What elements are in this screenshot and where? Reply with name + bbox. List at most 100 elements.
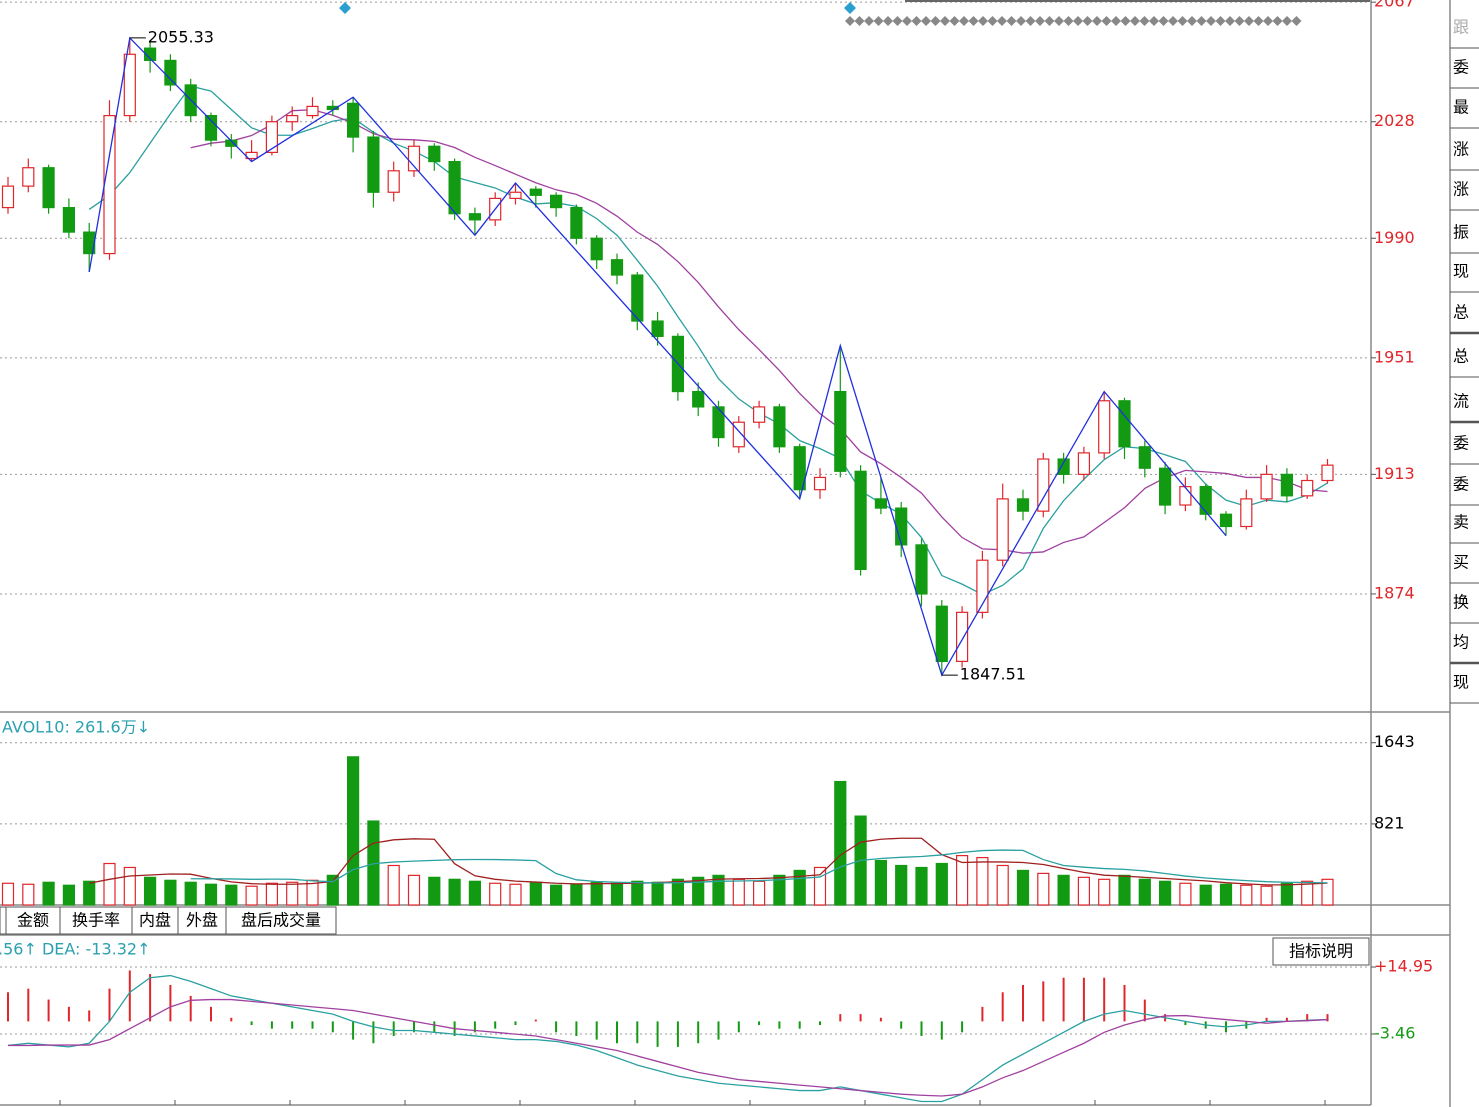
side-label: 卖 [1453,513,1469,532]
diamond [1054,16,1064,26]
diamond [997,16,1007,26]
y-tick-label: 1913 [1374,464,1415,483]
volume-bar [326,874,339,906]
volume-bar [103,862,116,906]
candle-body [1057,458,1070,475]
candle-body [692,390,705,408]
candle-body [793,446,806,491]
y-tick-label: +14.95 [1374,956,1433,975]
extreme-label: 1847.51 [960,665,1026,684]
tab-label[interactable]: 换手率 [72,911,120,930]
volume-bar [773,874,786,906]
volume-bar [1260,885,1273,906]
volume-bar [671,878,685,906]
volume-bar [813,866,827,906]
y-tick-label: 821 [1374,813,1405,832]
diamond [1149,16,1159,26]
candle-body [428,145,441,163]
candle-body [144,47,157,62]
tab[interactable] [5,906,61,935]
diamond [1120,16,1131,26]
diamond [1073,16,1083,26]
candle-body [1260,473,1273,500]
ma-line [190,109,1328,554]
y-tick-label: 2067 [1374,0,1415,11]
tab[interactable] [0,906,7,935]
tab[interactable] [131,906,179,935]
indicator-help-text[interactable]: 指标说明 [1289,942,1353,961]
tab-label[interactable]: 盘后成交量 [241,911,321,930]
side-label: 委 [1453,434,1469,453]
candle-body [1,185,15,209]
volume-bar [286,881,299,906]
candle-body [22,167,35,187]
volume-bar [752,880,766,906]
volume-bar [996,864,1009,906]
diamond [1177,16,1188,26]
volume-bar [1219,883,1233,906]
volume-bar [793,869,806,906]
volume-bar [509,883,522,906]
volume-bar [245,885,258,906]
volume-bar [42,881,55,906]
tab[interactable] [177,906,227,935]
candle-body [1158,467,1172,506]
volume-label: AVOL10: 261.6万↓ [2,718,150,737]
candle-body [1138,446,1151,469]
volume-bar [22,883,35,906]
volume-bar [1077,876,1091,906]
diamond [892,16,903,26]
volume-bar [62,884,76,906]
volume-bar [976,856,989,906]
volume-bar [549,884,563,906]
tab-label[interactable]: 内盘 [139,911,171,930]
side-label: 最 [1453,98,1469,117]
diamond [1139,16,1150,26]
side-label: 涨 [1453,180,1469,199]
candle-body [895,507,908,546]
dif-line [7,974,1328,1103]
volume-bar [651,881,664,906]
volume-bar [1240,884,1253,906]
macd-label: .56↑ DEA: -13.32↑ [0,940,151,959]
diamond [1082,16,1093,26]
volume-bar [834,780,847,906]
volume-bar [874,859,888,906]
candle-body [935,605,948,663]
candle-body [1240,498,1253,528]
volume-bar [732,878,745,906]
diamond [968,16,979,26]
diamond [845,16,855,26]
side-label: 现 [1453,262,1469,281]
candle-body [265,121,278,153]
side-label: 委 [1453,58,1469,77]
diamond [1187,16,1197,26]
tab-label[interactable]: 金额 [17,911,49,930]
candle-body [915,544,928,595]
indicator-help-button[interactable] [1272,937,1370,966]
volume-bar [610,882,624,906]
volume-bar [1179,882,1192,906]
diamond [921,16,931,26]
side-label: 现 [1453,673,1469,692]
tab[interactable] [59,906,133,935]
volume-bar [1199,884,1212,906]
candle-body [773,406,786,448]
candle-body [1280,473,1294,497]
diamond [930,16,941,26]
candle-body [955,611,969,663]
volume-bar [1158,880,1172,906]
tab-label[interactable]: 外盘 [186,911,218,930]
candle-body [347,102,360,138]
diamond [1215,16,1226,26]
candle-body [204,115,218,141]
volume-bar [1301,880,1314,906]
diamond [1111,16,1121,26]
volume-bar [265,882,278,906]
candle-body [286,115,299,123]
volume-bar [935,862,948,906]
y-tick-label: 1643 [1374,732,1415,751]
volume-bar [387,864,400,906]
y-tick-label: 1990 [1374,228,1415,247]
tab[interactable] [225,906,337,935]
